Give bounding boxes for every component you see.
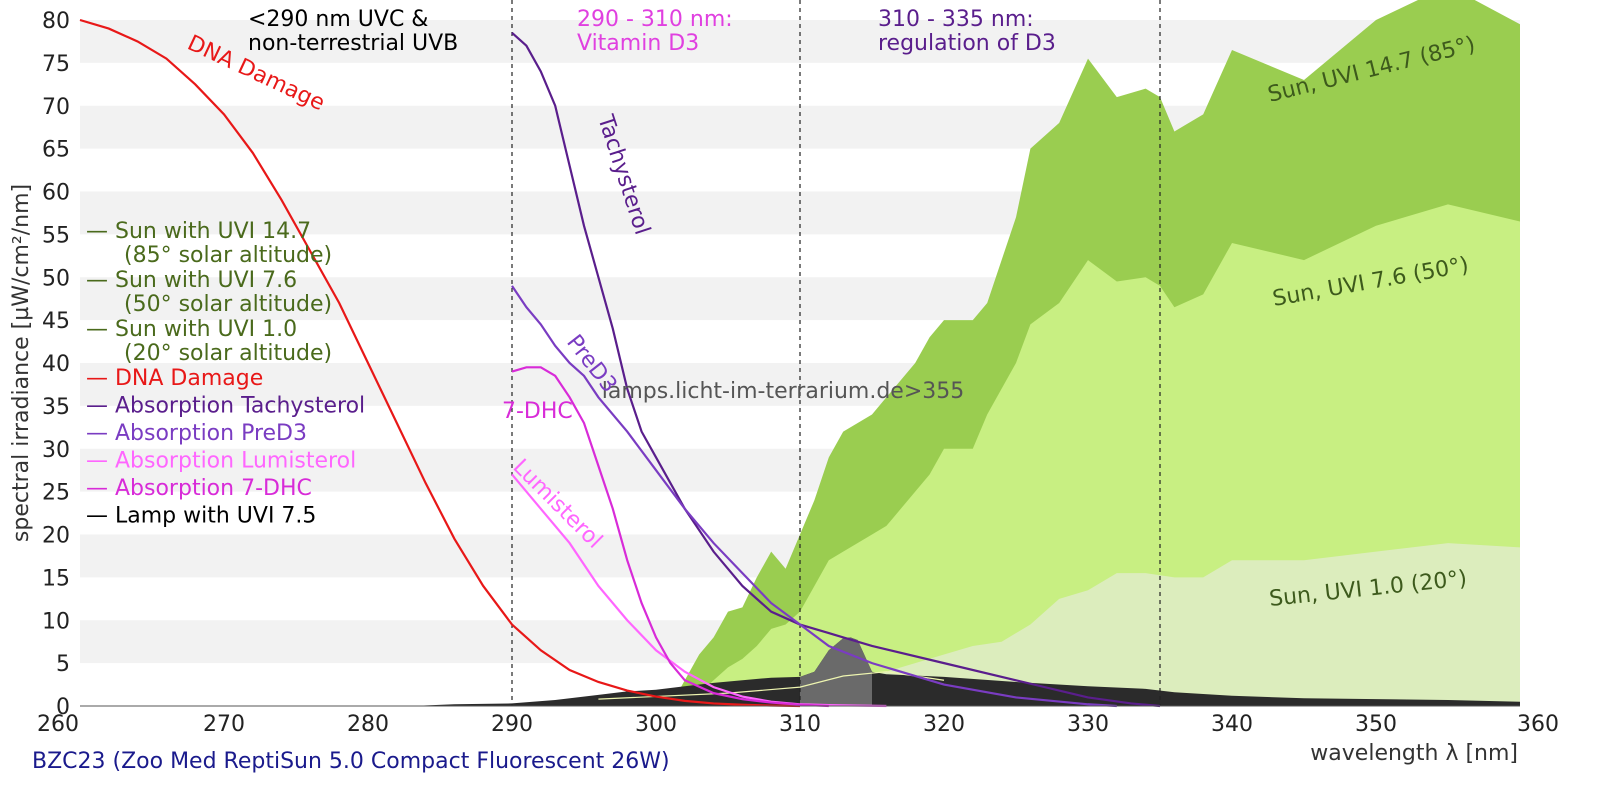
x-tick-label: 360 xyxy=(1517,712,1559,737)
x-tick-label: 350 xyxy=(1355,712,1397,737)
legend-entry: — Absorption 7-DHC xyxy=(86,476,312,501)
y-tick-label: 60 xyxy=(42,181,70,206)
y-tick-label: 5 xyxy=(56,652,70,677)
line-series xyxy=(79,18,1161,708)
y-tick-label: 10 xyxy=(42,609,70,634)
legend-entry: — Absorption Lumisterol xyxy=(86,449,356,474)
y-tick-label: 80 xyxy=(42,9,70,34)
x-tick-label: 300 xyxy=(635,712,677,737)
y-tick-label: 50 xyxy=(42,266,70,291)
y-axis-title: spectral irradiance [µW/cm²/nm] xyxy=(9,184,34,542)
lamp-highlight xyxy=(800,637,872,706)
region-note: Vitamin D3 xyxy=(577,31,699,56)
lamp-inner-line xyxy=(598,671,945,700)
line-absorption-7-dhc xyxy=(511,366,829,708)
x-tick-label: 320 xyxy=(923,712,965,737)
legend-entry: — Lamp with UVI 7.5 xyxy=(86,504,316,529)
y-tick-label: 15 xyxy=(42,566,70,591)
y-tick-label: 75 xyxy=(42,52,70,77)
x-tick-label: 280 xyxy=(347,712,389,737)
region-note: 290 - 310 nm: xyxy=(577,7,733,32)
legend-entry: — Sun with UVI 7.6 xyxy=(86,268,297,293)
watermark: lamps.licht-im-terrarium.de>355 xyxy=(602,379,965,404)
x-tick-label: 270 xyxy=(203,712,245,737)
x-ticks: 260 270 280 290 300 310 320 330 340 350 360 xyxy=(37,712,1559,737)
region-note: regulation of D3 xyxy=(878,31,1056,56)
y-tick-label: 55 xyxy=(42,223,70,248)
legend-entry: — Absorption PreD3 xyxy=(86,421,307,446)
lamp-caption: BZC23 (Zoo Med ReptiSun 5.0 Compact Fluo… xyxy=(32,749,670,774)
y-tick-label: 40 xyxy=(42,352,70,377)
y-tick-label: 35 xyxy=(42,395,70,420)
legend-entry-detail: (20° solar altitude) xyxy=(124,341,332,366)
y-tick-label: 30 xyxy=(42,438,70,463)
y-tick-label: 70 xyxy=(42,95,70,120)
legend-entry: — Absorption Tachysterol xyxy=(86,394,365,419)
legend-entry-detail: (50° solar altitude) xyxy=(124,292,332,317)
y-tick-label: 65 xyxy=(42,138,70,163)
legend-entry: — Sun with UVI 14.7 xyxy=(86,219,311,244)
y-tick-label: 25 xyxy=(42,481,70,506)
y-tick-label: 45 xyxy=(42,309,70,334)
region-note: 310 - 335 nm: xyxy=(878,7,1034,32)
legend-entry-detail: (85° solar altitude) xyxy=(124,243,332,268)
curve-label: 7-DHC xyxy=(502,399,573,424)
y-ticks: 0 5 10 15 20 25 30 35 40 45 50 55 60 65 70 75 80 xyxy=(42,9,70,720)
x-tick-label: 340 xyxy=(1211,712,1253,737)
y-tick-label: 20 xyxy=(42,524,70,549)
legend-entry: — Sun with UVI 1.0 xyxy=(86,317,297,342)
area-lamp-with-uvi-7-5 xyxy=(411,637,1521,706)
y-tick-label: 0 xyxy=(56,695,70,720)
x-tick-label: 290 xyxy=(491,712,533,737)
region-note: <290 nm UVC & xyxy=(248,7,428,32)
x-tick-label: 260 xyxy=(37,712,79,737)
region-note: non-terrestrial UVB xyxy=(248,31,458,56)
legend-entry: — DNA Damage xyxy=(86,366,263,391)
line-dna-damage xyxy=(79,18,801,708)
x-tick-label: 310 xyxy=(779,712,821,737)
x-axis-title: wavelength λ [nm] xyxy=(1310,741,1518,766)
area-series xyxy=(411,0,1521,707)
x-tick-label: 330 xyxy=(1067,712,1109,737)
area-sun-with-uvi-1-0 xyxy=(684,543,1520,706)
line-absorption-pred3 xyxy=(511,285,1117,708)
legend: — Sun with UVI 14.7(85° solar altitude)—… xyxy=(86,219,365,529)
